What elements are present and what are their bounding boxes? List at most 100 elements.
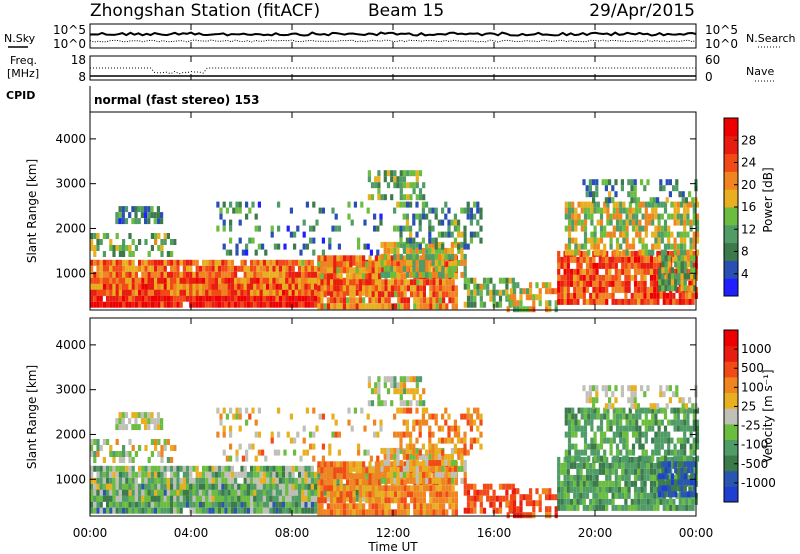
velocity-cell (246, 477, 250, 484)
power-cell (670, 243, 674, 250)
power-cell (102, 251, 106, 257)
power-cell (592, 298, 596, 305)
velocity-cell (669, 474, 673, 481)
velocity-cell (386, 388, 391, 395)
velocity-cell (323, 479, 327, 486)
velocity-cell (679, 455, 684, 462)
power-cell (608, 292, 612, 299)
power-cell (601, 274, 606, 281)
velocity-cell (622, 437, 626, 444)
velocity-cell (511, 483, 515, 490)
power-cell (441, 231, 445, 238)
power-cell (684, 197, 688, 204)
velocity-cell (328, 449, 332, 456)
power-cell (686, 231, 690, 238)
velocity-cell (176, 489, 180, 496)
power-cell (144, 283, 148, 290)
power-cell (566, 292, 570, 299)
velocity-cell (331, 431, 335, 438)
power-cell (679, 231, 684, 238)
velocity-cell (261, 449, 265, 456)
velocity-cell (355, 509, 359, 516)
power-cell (272, 277, 276, 284)
power-cell (498, 301, 503, 308)
velocity-cell (622, 407, 626, 414)
power-cell (596, 207, 600, 214)
power-cell (387, 303, 391, 310)
power-cell (346, 273, 350, 280)
velocity-cell (166, 501, 170, 508)
power-cell (473, 289, 477, 296)
power-cell (166, 277, 170, 284)
power-cell (674, 279, 678, 286)
power-cell (397, 303, 401, 310)
power-cell (250, 265, 254, 272)
velocity-cell (663, 449, 668, 456)
velocity-cell (339, 461, 343, 468)
velocity-cell (330, 503, 334, 510)
power-cell (695, 225, 700, 232)
velocity-cell (412, 477, 416, 484)
power-cell (580, 225, 584, 232)
power-cell (418, 188, 423, 195)
velocity-cell (93, 483, 97, 490)
power-cell (124, 218, 129, 225)
power-cell (336, 267, 340, 274)
velocity-cell (253, 477, 257, 484)
velocity-cell (412, 443, 416, 450)
velocity-cell (654, 407, 658, 414)
power-cell (589, 292, 593, 299)
velocity-cell (563, 480, 567, 487)
velocity-cell (131, 457, 135, 463)
velocity-cell (106, 465, 110, 472)
power-cell (662, 292, 666, 299)
velocity-cell (230, 495, 234, 502)
velocity-cell (513, 506, 517, 513)
power-cell (160, 271, 164, 278)
power-cell (402, 176, 407, 183)
velocity-cell (587, 419, 591, 426)
velocity-cell (622, 455, 626, 462)
velocity-cell (400, 509, 404, 516)
power-cell (641, 213, 645, 220)
velocity-cell (662, 504, 666, 511)
power-cell (137, 218, 141, 225)
power-cell (205, 259, 209, 266)
power-cell (131, 251, 135, 257)
velocity-cell (128, 465, 132, 472)
velocity-cell (574, 431, 578, 438)
velocity-cell (243, 483, 247, 490)
power-cell (326, 261, 330, 268)
velocity-cell (603, 431, 607, 438)
power-cell (298, 301, 302, 308)
power-cell (278, 301, 282, 308)
velocity-cell (144, 445, 148, 451)
power-cell (321, 249, 325, 256)
velocity-cell (409, 400, 413, 407)
power-cell (339, 303, 343, 310)
velocity-cell (603, 437, 607, 444)
velocity-cell (214, 465, 218, 472)
velocity-cell (253, 507, 257, 514)
velocity-cell (160, 483, 164, 490)
velocity-cell (463, 459, 467, 466)
power-cell (355, 261, 359, 268)
velocity-cell (301, 483, 305, 490)
power-cell (170, 295, 174, 302)
power-cell (243, 295, 247, 302)
velocity-cell (438, 465, 442, 472)
power-cell (150, 265, 154, 272)
velocity-cell (681, 498, 686, 505)
velocity-cell (596, 407, 600, 414)
power-cell (573, 274, 577, 281)
power-cell (438, 265, 442, 272)
power-cell (649, 268, 654, 275)
velocity-cell (218, 501, 222, 508)
velocity-cell (476, 407, 480, 414)
power-cell (93, 251, 97, 257)
velocity-cell (619, 431, 623, 438)
power-cell (476, 219, 480, 226)
velocity-cell (442, 485, 446, 492)
power-cell (106, 271, 110, 278)
power-cell (609, 213, 613, 220)
